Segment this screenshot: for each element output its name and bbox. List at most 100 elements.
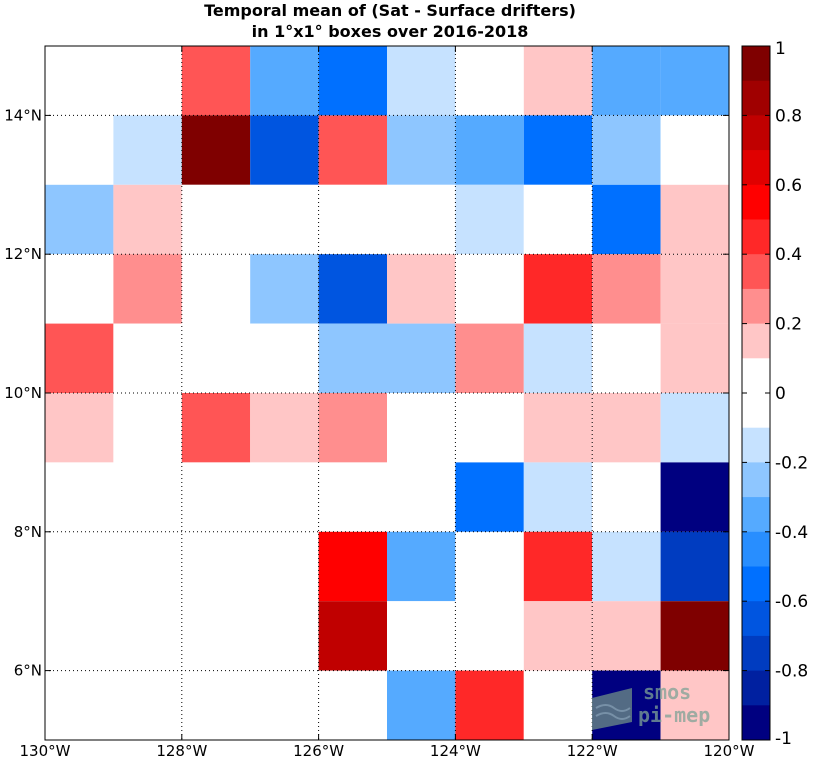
heatmap-cell [523,254,593,324]
heatmap-cell [181,601,251,671]
x-tick-label: 120°W [704,742,755,760]
heatmap-cell [250,323,319,393]
heatmap-cell [523,462,593,532]
heatmap-cell [660,115,729,185]
heatmap-cell [523,46,593,116]
heatmap-cell [113,254,182,324]
colorbar-segment [742,219,770,255]
heatmap-cell [592,531,661,602]
heatmap-cell [523,393,593,463]
heatmap-cell [455,46,524,116]
y-tick-label: 12°N [4,245,42,263]
heatmap-cell [250,254,319,324]
heatmap-cell [387,393,456,463]
heatmap-cell [523,601,593,671]
heatmap-cell [250,393,319,463]
heatmap-cell [592,393,661,463]
heatmap-cell [113,601,182,671]
x-tick-label: 126°W [293,742,344,760]
heatmap-cells [45,46,729,740]
x-axis-ticks: 130°W 128°W 126°W 124°W 122°W 120°W [20,46,755,760]
heatmap-cell [45,393,114,463]
x-tick-label: 128°W [156,742,207,760]
heatmap-cell [660,393,729,463]
colorbar-tick-label: 0 [775,384,786,404]
colorbar-segment [742,531,770,567]
heatmap-cell [250,462,319,532]
colorbar-segment [742,670,770,706]
heatmap-cell [455,184,524,255]
heatmap-cell [387,46,456,116]
heatmap-cell [45,323,114,393]
heatmap-cell [113,393,182,463]
colorbar-segment [742,80,770,116]
colorbar-tick-label: 0.4 [775,245,802,265]
heatmap-cell [250,115,319,185]
heatmap-cell [113,531,182,602]
colorbar-segment [742,150,770,186]
colorbar-segment [742,254,770,290]
heatmap-cell [592,601,661,671]
heatmap-cell [387,601,456,671]
smos-pimep-logo: smos pi-mep [592,680,710,730]
heatmap-cell [318,393,387,463]
colorbar-segment [742,115,770,151]
heatmap-cell [250,670,319,740]
x-tick-label: 122°W [567,742,618,760]
heatmap-cell [45,670,114,740]
heatmap-cell [318,46,387,116]
heatmap-cell [523,531,593,602]
colorbar-tick-label: -1 [775,729,792,749]
colorbar-tick-label: 0.6 [775,176,802,196]
heatmap-cell [181,184,251,255]
heatmap-cell [592,254,661,324]
colorbar-ticks: 1 0.8 0.6 0.4 0.2 0 -0.2 -0.4 -0.6 -0.8 -1 [742,39,808,749]
colorbar-segment [742,601,770,637]
heatmap-cell [318,531,387,602]
heatmap-cell [181,393,251,463]
heatmap-cell [113,323,182,393]
y-tick-label: 14°N [4,106,42,124]
heatmap-cell [318,601,387,671]
heatmap-cell [250,184,319,255]
heatmap-cell [181,323,251,393]
heatmap-cell [387,184,456,255]
heatmap-cell [113,184,182,255]
heatmap-cell [387,670,456,740]
heatmap-cell [660,254,729,324]
x-tick-label: 130°W [20,742,71,760]
y-tick-label: 6°N [14,662,42,680]
colorbar-segment [742,497,770,533]
heatmap-cell [455,670,524,740]
heatmap-cell [45,531,114,602]
colorbar-tick-label: -0.2 [775,453,808,473]
heatmap-cell [181,115,251,185]
heatmap-cell [523,670,593,740]
colorbar-segment [742,46,770,82]
heatmap-cell [523,115,593,185]
heatmap-cell [181,670,251,740]
logo-text-line-1: smos [643,680,691,704]
heatmap-cell [113,46,182,116]
heatmap-cell [660,531,729,602]
heatmap-cell [387,254,456,324]
colorbar-segment [742,566,770,602]
colorbar-segment [742,427,770,463]
heatmap-cell [318,115,387,185]
heatmap-cell [660,184,729,255]
heatmap-cell [45,115,114,185]
heatmap-cell [455,393,524,463]
colorbar [742,46,770,741]
heatmap-cell [455,323,524,393]
chart-title-line-1: Temporal mean of (Sat - Surface drifters… [204,1,576,20]
colorbar-tick-label: 1 [775,39,786,59]
colorbar-segment [742,288,770,325]
colorbar-tick-label: -0.8 [775,662,808,682]
colorbar-tick-label: 0.2 [775,315,802,335]
heatmap-cell [45,462,114,532]
heatmap-cell [387,531,456,602]
colorbar-segment [742,462,770,498]
heatmap-cell [45,601,114,671]
heatmap-cell [181,531,251,602]
